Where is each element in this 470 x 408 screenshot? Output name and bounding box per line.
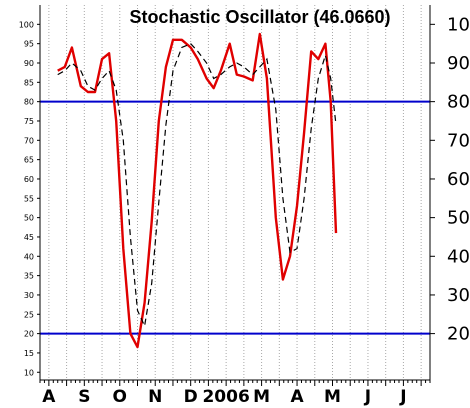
left-tick-label: 35 (24, 272, 34, 281)
left-tick-label: 75 (24, 117, 34, 126)
left-tick-label: 45 (24, 233, 34, 242)
left-tick-label: 85 (24, 78, 34, 87)
right-tick-label: 50 (447, 208, 470, 229)
x-tick-label: J (364, 387, 371, 407)
x-tick-label: 2006 (202, 387, 249, 407)
x-tick-label: J (399, 387, 406, 407)
left-tick-label: 65 (24, 156, 34, 165)
left-tick-label: 80 (24, 98, 34, 107)
left-tick-label: 10 (24, 368, 34, 377)
left-tick-label: 30 (24, 291, 34, 300)
left-tick-label: 100 (19, 20, 34, 29)
left-tick-label: 90 (24, 59, 34, 68)
right-tick-label: 30 (447, 285, 470, 306)
right-tick-label: 80 (447, 92, 470, 113)
left-tick-label: 95 (24, 40, 34, 49)
tick-labels: 10 15 20 25 30 35 40 45 50 55 60 65 70 75 80 85 90 95 100 2… (19, 14, 470, 407)
x-tick-label: A (42, 387, 56, 407)
right-tick-label: 40 (447, 246, 470, 267)
grid-layer (48, 5, 422, 380)
right-tick-label: 70 (447, 130, 470, 151)
chart-title: Stochastic Oscillator (46.0660) (129, 7, 390, 27)
left-tick-label: 60 (24, 175, 34, 184)
left-tick-label: 20 (24, 330, 34, 339)
right-tick-label: 60 (447, 169, 470, 190)
x-tick-label: D (184, 387, 198, 407)
series-line-dashed (57, 42, 337, 328)
axis-layer (37, 5, 435, 386)
right-tick-label: 100 (447, 14, 470, 35)
right-tick-label: 90 (447, 53, 470, 74)
series-line-solid (57, 32, 338, 349)
left-tick-label: 70 (24, 136, 34, 145)
x-tick-label: S (78, 387, 90, 407)
left-tick-label: 40 (24, 252, 34, 261)
series-layer (57, 32, 338, 349)
left-tick-label: 25 (24, 310, 34, 319)
x-tick-label: M (324, 387, 341, 407)
x-tick-label: N (148, 387, 162, 407)
left-tick-label: 15 (24, 349, 34, 358)
left-tick-label: 55 (24, 194, 34, 203)
right-tick-label: 20 (447, 324, 470, 345)
x-tick-label: O (113, 387, 127, 407)
left-tick-label: 50 (24, 214, 34, 223)
x-tick-label: A (290, 387, 304, 407)
x-tick-label: M (253, 387, 270, 407)
reference-lines (40, 100, 430, 335)
